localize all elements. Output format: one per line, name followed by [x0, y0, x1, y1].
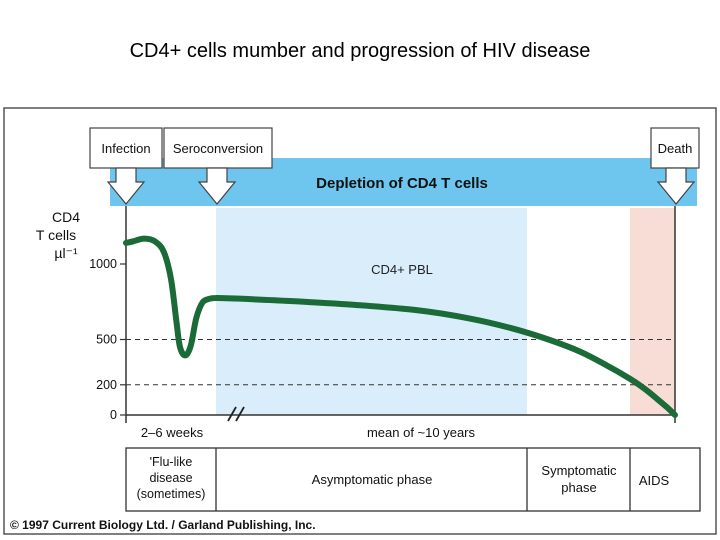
y-tick-label-1000: 1000 [89, 257, 117, 271]
y-axis-label-line-2: T cells [36, 227, 76, 243]
phase-symptomatic-line-1: Symptomatic [541, 463, 617, 478]
asymptomatic-region [216, 208, 527, 415]
axis-break-icon [227, 406, 245, 422]
x-segment-label-years: mean of ~10 years [367, 425, 476, 440]
seroconversion-callout: Seroconversion [163, 127, 273, 205]
slide-title: CD4+ cells mumber and progression of HIV… [129, 40, 591, 62]
death-arrow-icon [656, 167, 696, 205]
phase-flu-line-3: (sometimes) [137, 487, 206, 501]
y-tick-label-200: 200 [96, 378, 117, 392]
y-axis-label-line-3: µl⁻¹ [54, 245, 78, 261]
cd4-pbl-label: CD4+ PBL [371, 262, 433, 277]
depletion-banner-label: Depletion of CD4 T cells [316, 175, 488, 192]
phase-flu-line-2: disease [149, 471, 192, 485]
phase-table: 'Flu-like disease (sometimes) Asymptomat… [125, 447, 701, 512]
cd4-curve [123, 235, 678, 418]
phase-symptomatic-line-2: phase [561, 480, 596, 495]
death-label: Death [658, 141, 693, 156]
y-tick-label-500: 500 [96, 333, 117, 347]
phase-asymptomatic: Asymptomatic phase [312, 472, 433, 487]
phase-flu-line-1: 'Flu-like [150, 455, 193, 469]
infection-arrow-icon [106, 167, 146, 205]
y-tick-label-0: 0 [110, 408, 117, 422]
y-axis-label-line-1: CD4 [52, 209, 80, 225]
death-callout: Death [650, 127, 700, 205]
copyright-text: © 1997 Current Biology Ltd. / Garland Pu… [10, 518, 316, 532]
infection-callout: Infection [89, 127, 163, 205]
phase-aids: AIDS [639, 473, 670, 488]
x-segment-label-early: 2–6 weeks [141, 425, 204, 440]
seroconversion-arrow-icon [197, 167, 237, 205]
infection-label: Infection [101, 141, 150, 156]
seroconversion-label: Seroconversion [173, 141, 263, 156]
